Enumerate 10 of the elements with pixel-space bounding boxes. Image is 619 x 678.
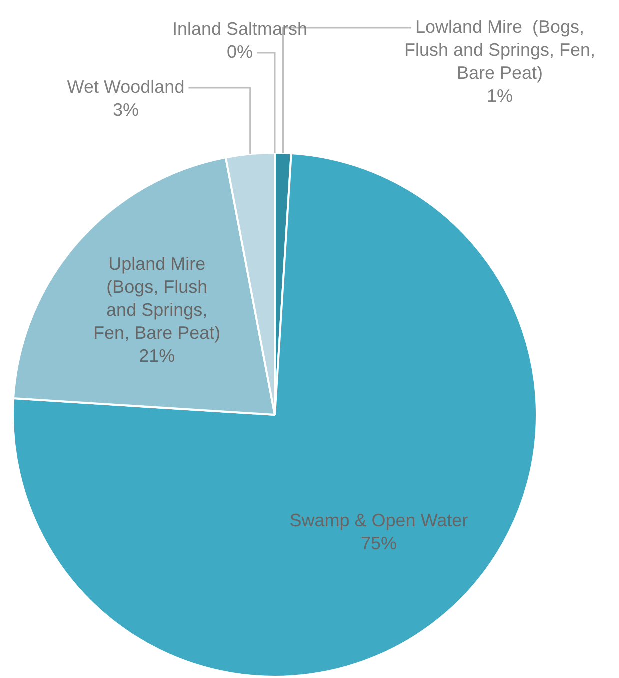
data-label: 3% bbox=[112, 100, 140, 120]
slice-label: Upland Mire (Bogs, Flush and Springs, Fen, Bare Peat) bbox=[94, 254, 221, 344]
text: 0% bbox=[226, 42, 254, 62]
slice-label: Swamp & Open Water bbox=[290, 510, 468, 530]
slice-label: Lowland Mire (Bogs, Flush and Springs, Fen, Bare Peat) bbox=[404, 16, 596, 83]
data-label: 21% bbox=[139, 346, 176, 366]
data-label: 1% bbox=[486, 86, 514, 106]
data-label: 75% bbox=[360, 533, 397, 554]
category-label: Inland Saltmarsh bbox=[172, 18, 308, 39]
slice-label: Wet Woodland bbox=[67, 76, 185, 97]
